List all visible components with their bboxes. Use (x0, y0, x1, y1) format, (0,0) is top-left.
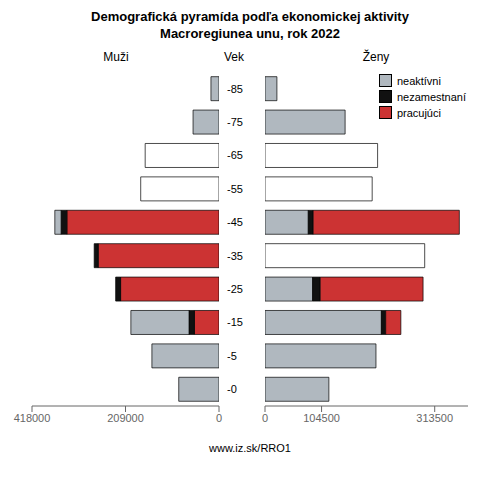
svg-text:-0: -0 (227, 383, 237, 395)
svg-text:-75: -75 (227, 116, 243, 128)
html-text:pracujúci: pracujúci (396, 106, 441, 119)
html-text:nezamestnaní: nezamestnaní (396, 90, 466, 103)
svg-text:-45: -45 (227, 216, 243, 228)
svg-text:418000: 418000 (14, 412, 51, 424)
svg-text:209000: 209000 (107, 412, 144, 424)
svg-text:-5: -5 (227, 350, 237, 362)
svg-text:-55: -55 (227, 183, 243, 195)
svg-text:0: 0 (216, 412, 222, 424)
svg-text:0: 0 (262, 412, 268, 424)
svg-text:-25: -25 (227, 283, 243, 295)
svg-text:-15: -15 (227, 316, 243, 328)
svg-text:-65: -65 (227, 149, 243, 161)
html-text:Ženy: Ženy (362, 50, 390, 64)
html-text:www.iz.sk/RRO1: www.iz.sk/RRO1 (209, 442, 291, 454)
svg-text:104500: 104500 (303, 412, 340, 424)
html-text:neaktívni: neaktívni (396, 74, 441, 87)
svg-text:313500: 313500 (416, 412, 453, 424)
html-text:Demografická pyramída podľa ek: Demografická pyramída podľa ekonomickej … (91, 9, 409, 24)
html-text:Macroregiunea unu, rok 2022: Macroregiunea unu, rok 2022 (160, 26, 340, 41)
svg-text:-85: -85 (227, 83, 243, 95)
svg-text:-35: -35 (227, 250, 243, 262)
html-text:Vek: Vek (224, 50, 244, 64)
html-text:Muži: Muži (103, 50, 129, 64)
